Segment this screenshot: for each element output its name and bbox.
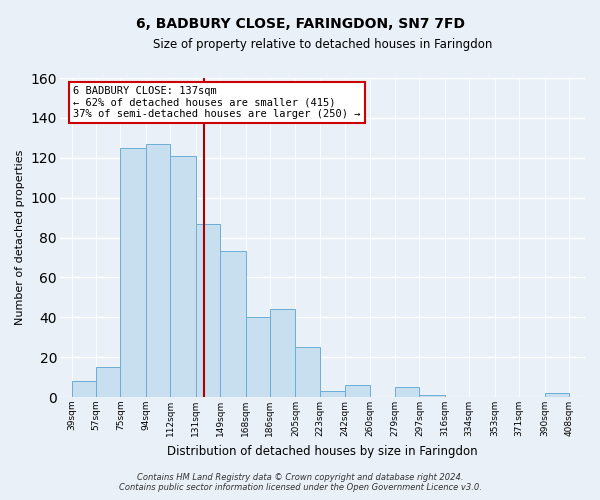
Bar	[419, 395, 445, 397]
Bar	[220, 252, 245, 397]
Bar	[295, 347, 320, 397]
Bar	[72, 381, 96, 397]
Bar	[121, 148, 146, 397]
Bar	[395, 387, 419, 397]
Bar	[96, 367, 121, 397]
Bar	[245, 318, 270, 397]
X-axis label: Distribution of detached houses by size in Faringdon: Distribution of detached houses by size …	[167, 444, 478, 458]
Bar	[545, 393, 569, 397]
Bar	[270, 310, 295, 397]
Y-axis label: Number of detached properties: Number of detached properties	[15, 150, 25, 325]
Title: Size of property relative to detached houses in Faringdon: Size of property relative to detached ho…	[153, 38, 492, 51]
Text: 6, BADBURY CLOSE, FARINGDON, SN7 7FD: 6, BADBURY CLOSE, FARINGDON, SN7 7FD	[136, 18, 464, 32]
Bar	[196, 224, 220, 397]
Text: 6 BADBURY CLOSE: 137sqm
← 62% of detached houses are smaller (415)
37% of semi-d: 6 BADBURY CLOSE: 137sqm ← 62% of detache…	[73, 86, 361, 119]
Bar	[170, 156, 196, 397]
Bar	[146, 144, 170, 397]
Text: Contains HM Land Registry data © Crown copyright and database right 2024.
Contai: Contains HM Land Registry data © Crown c…	[119, 473, 481, 492]
Bar	[346, 385, 370, 397]
Bar	[320, 391, 346, 397]
